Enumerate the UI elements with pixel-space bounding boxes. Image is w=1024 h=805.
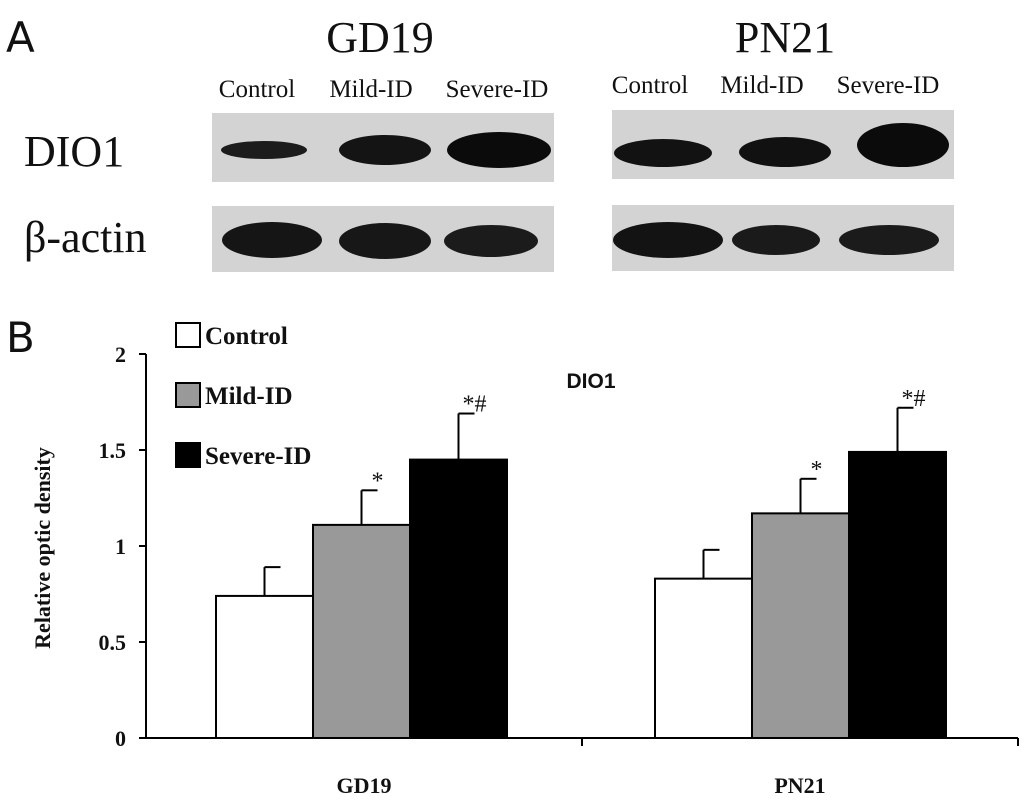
y-axis-label: Relative optic density [30,447,55,649]
band [839,225,939,255]
bar [751,512,850,739]
x-category-label: PN21 [774,773,825,798]
legend-swatch [175,322,201,348]
bar [215,594,314,739]
legend-label: Mild-ID [205,383,293,410]
legend-label: Control [205,323,288,350]
x-axis-categories: GD19 PN21 [337,773,826,798]
y-tick-label: 1 [115,534,126,559]
bars: * *# * *# [215,386,947,740]
lane-label-pn21-mild-id: Mild-ID [720,72,803,99]
significance-mark: *# [463,392,487,418]
blot-strip-pn21-dio1 [612,110,954,179]
bar [848,450,947,739]
legend-swatch [175,442,201,468]
band [739,137,831,167]
bar-chart: Relative optic density DIO1 00.511.52 **… [30,322,1019,798]
blot-title-gd19: GD19 [326,13,434,62]
blot-strip-pn21-beta-actin [612,205,954,271]
lane-label-gd19-control: Control [219,76,295,103]
lane-label-pn21-severe-id: Severe-ID [837,72,940,99]
band [339,223,431,259]
y-tick-label: 2 [115,342,126,367]
band [613,222,723,258]
blot-row-label-dio1: DIO1 [24,127,124,176]
band [447,132,551,168]
legend: Control Mild-ID Severe-ID [175,322,311,470]
panel-a-label: A [6,13,35,62]
band [614,139,712,167]
bar [312,523,411,739]
legend-swatch [175,382,201,408]
band [339,135,431,165]
band [444,225,538,257]
x-category-label: GD19 [337,773,392,798]
band [222,222,322,258]
bar [654,577,753,740]
y-tick-label: 0.5 [99,630,127,655]
significance-mark: * [372,468,384,494]
panel-b-label: B [6,313,35,362]
y-axis-ticks: 0 0.5 1 1.5 2 [99,342,146,751]
lane-label-gd19-mild-id: Mild-ID [329,76,412,103]
band [732,225,820,255]
chart-title: DIO1 [566,370,615,393]
band [221,141,307,159]
blot-row-label-beta-actin: β-actin [24,213,147,262]
y-tick-label: 1.5 [99,438,127,463]
blot-strip-gd19-beta-actin [212,206,554,272]
legend-label: Severe-ID [205,443,311,470]
axes [145,354,1019,746]
bar [409,458,508,739]
lane-label-pn21-control: Control [612,72,688,99]
y-tick-label: 0 [115,726,126,751]
blot-title-pn21: PN21 [735,13,835,62]
band [857,123,949,167]
blot-strip-gd19-dio1 [212,113,554,182]
lane-label-gd19-severe-id: Severe-ID [446,76,549,103]
significance-mark: *# [902,386,926,412]
significance-mark: * [811,457,823,483]
